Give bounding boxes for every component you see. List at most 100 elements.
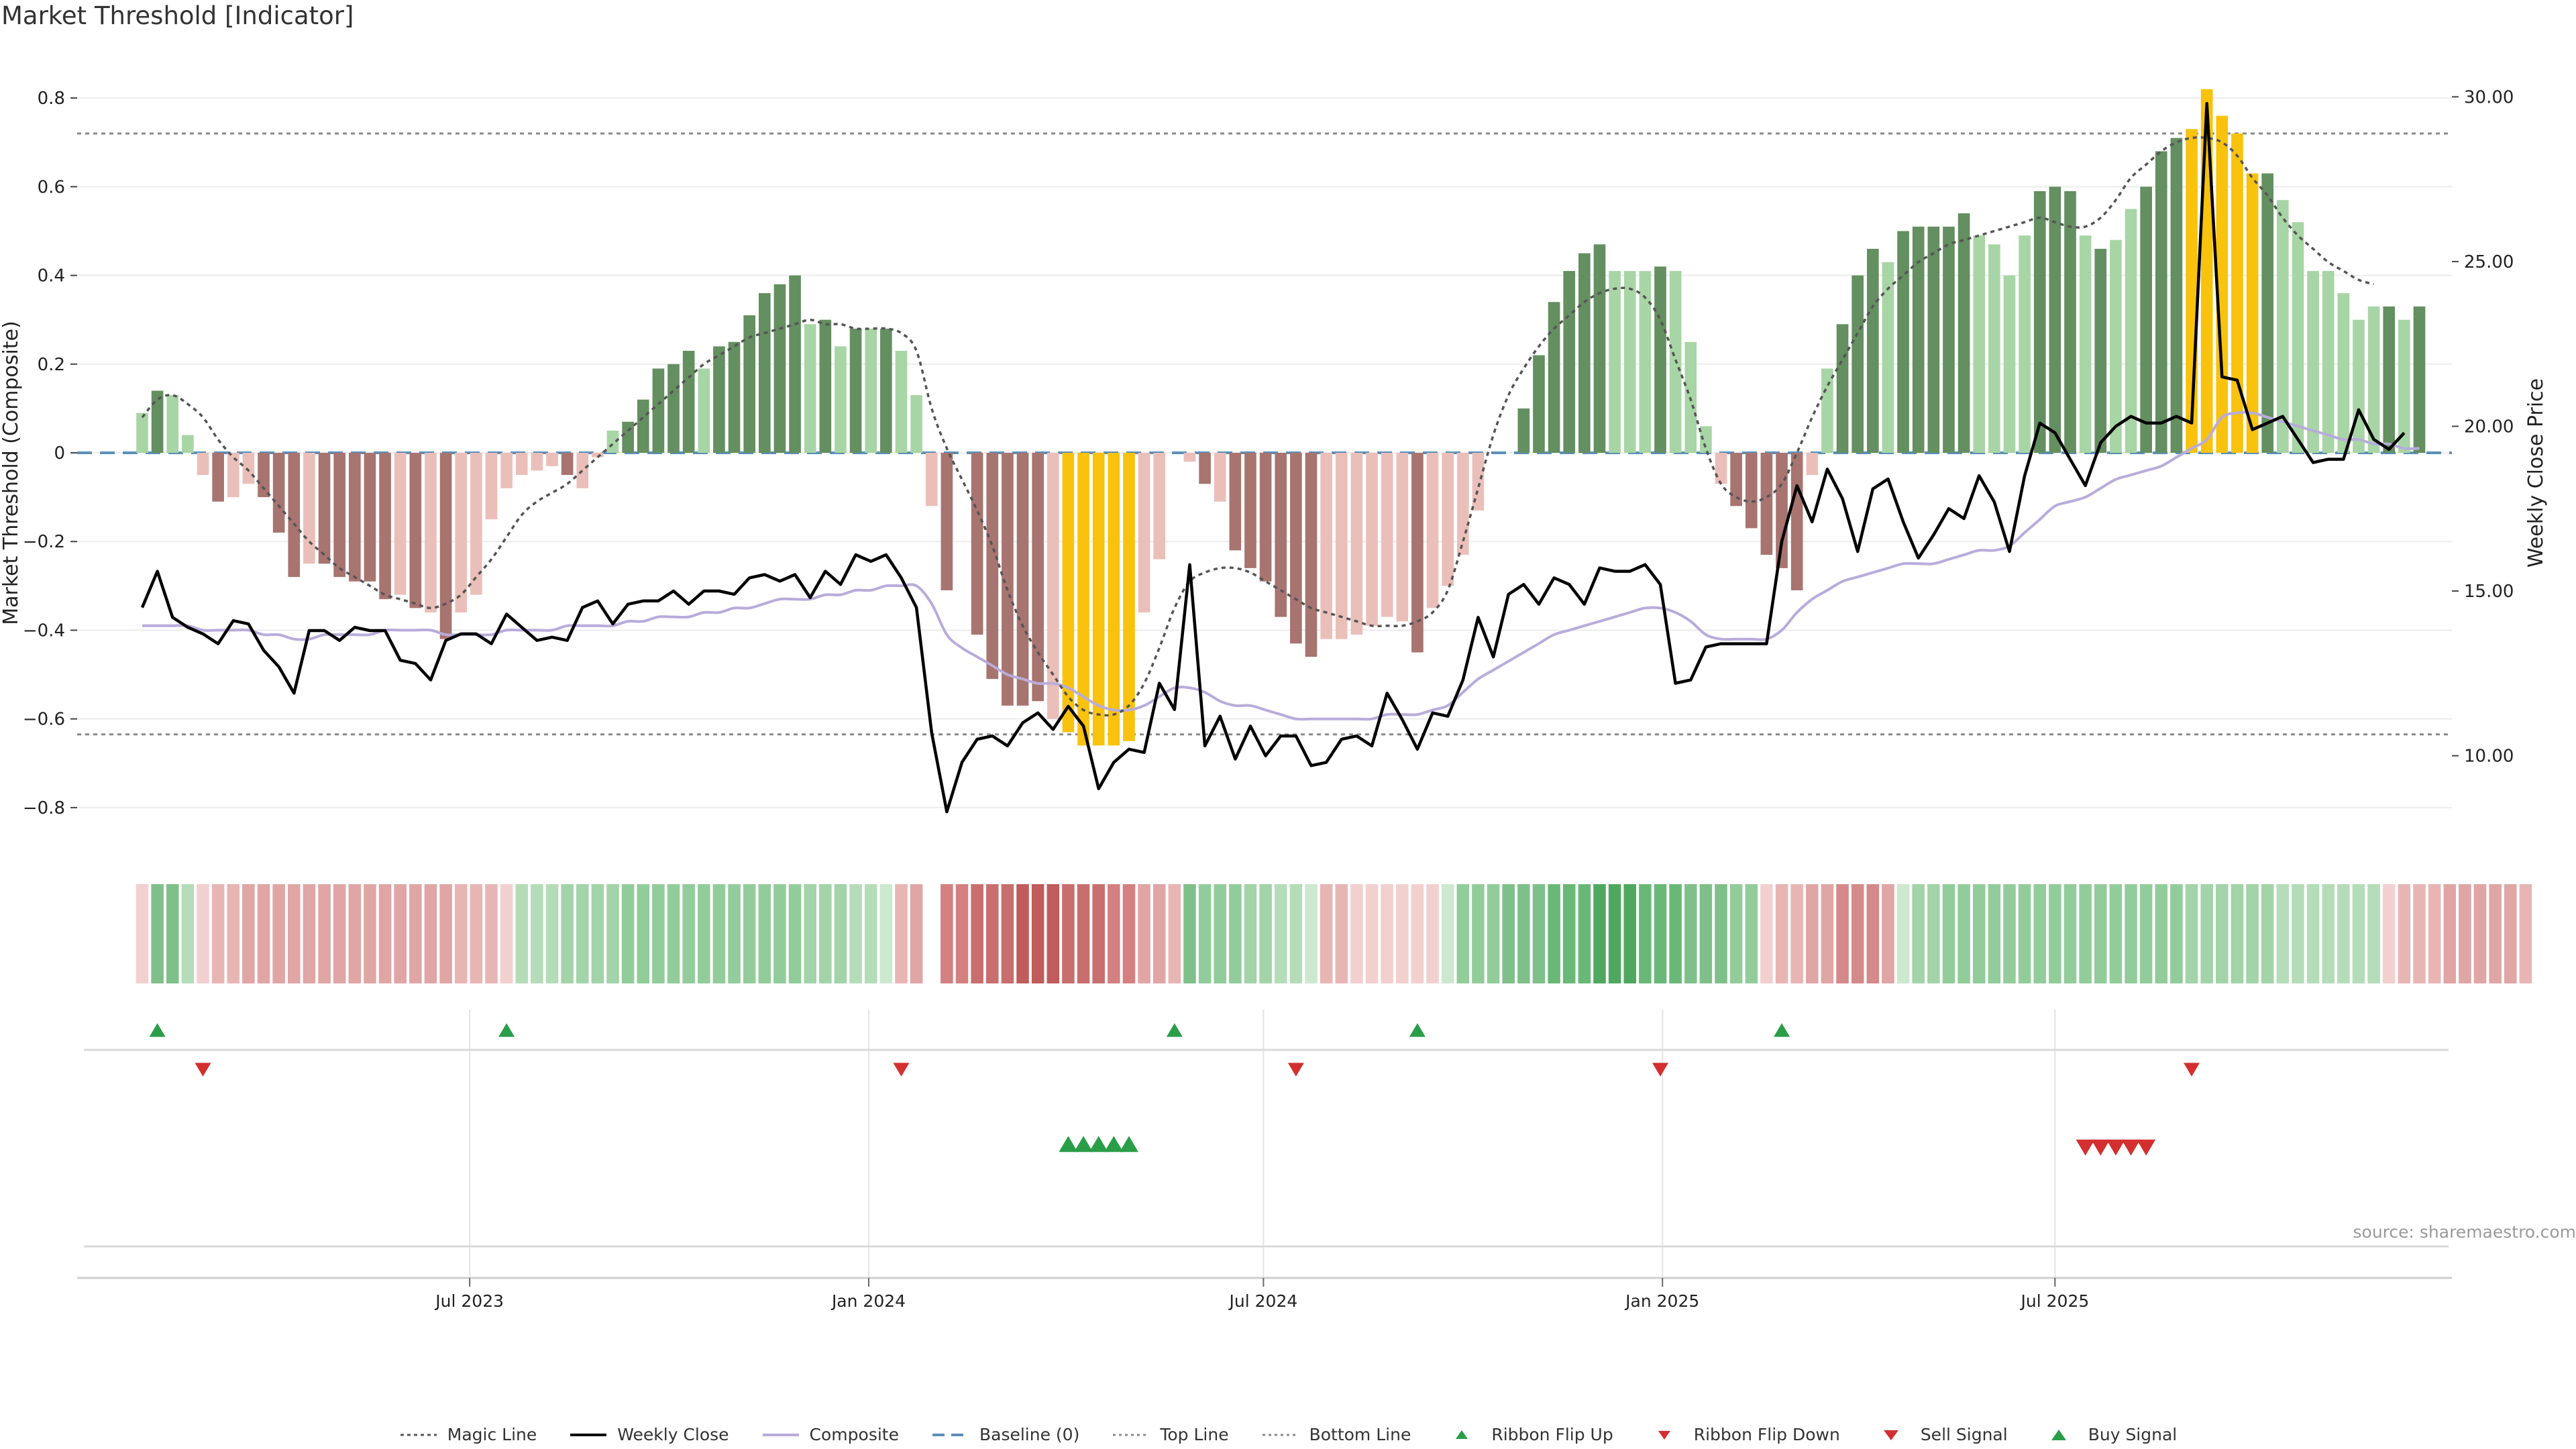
- ribbon-cell: [2094, 884, 2107, 983]
- ribbon-cell: [2125, 884, 2137, 983]
- legend-label: Magic Line: [447, 1425, 537, 1444]
- right-tick-label: 20.00: [2464, 417, 2514, 437]
- composite-bar: [166, 395, 179, 453]
- composite-bar: [682, 350, 695, 453]
- ribbon-cell: [227, 884, 240, 983]
- ribbon-cell: [2216, 884, 2229, 983]
- ribbon-cell: [1168, 884, 1181, 983]
- composite-bar: [1912, 226, 1925, 453]
- buy-signal-marker: [1059, 1136, 1078, 1152]
- composite-bar: [1623, 270, 1636, 453]
- legend-label: Buy Signal: [2088, 1425, 2178, 1444]
- ribbon-cell: [1365, 884, 1379, 983]
- composite-bar: [2003, 275, 2016, 453]
- ribbon-cell: [211, 884, 225, 983]
- x-tick-label: Jul 2023: [434, 1291, 504, 1311]
- composite-bar: [151, 390, 164, 453]
- ribbon-cell: [1122, 884, 1136, 983]
- composite-bar: [1335, 453, 1348, 639]
- composite-bar: [1836, 324, 1849, 453]
- ribbon-cell: [1729, 884, 1743, 983]
- ribbon-cell: [2276, 884, 2290, 983]
- composite-bar: [1138, 453, 1150, 612]
- ribbon-cell: [2185, 884, 2198, 983]
- ribbon-flip-down-marker: [893, 1063, 910, 1077]
- composite-bar: [1290, 453, 1302, 644]
- ribbon-cell: [2382, 884, 2396, 983]
- ribbon-cell: [348, 884, 362, 983]
- composite-bar: [2216, 115, 2229, 453]
- ribbon-cell: [804, 884, 816, 983]
- composite-bar: [1108, 453, 1120, 746]
- buy-signal-marker: [1119, 1136, 1138, 1152]
- composite-bar: [1806, 453, 1819, 476]
- ribbon-cell: [439, 884, 452, 983]
- left-tick-label: −0.6: [23, 710, 65, 730]
- x-tick-label: Jan 2025: [1624, 1291, 1699, 1311]
- composite-bar: [1897, 231, 1909, 453]
- composite-bar: [728, 341, 741, 453]
- composite-bar: [1639, 270, 1652, 453]
- series-lines: [140, 101, 2420, 814]
- ribbon-cell: [576, 884, 589, 983]
- ribbon-cell: [985, 884, 999, 983]
- composite-bar: [865, 328, 877, 453]
- composite-bar: [2064, 191, 2076, 453]
- left-tick-label: 0.8: [38, 89, 65, 109]
- ribbon-cell: [1790, 884, 1803, 983]
- legend-item-close: Weekly Close: [569, 1425, 729, 1444]
- ribbon-flip-down-marker: [2184, 1063, 2200, 1077]
- ribbon-flip-up-marker: [1166, 1023, 1183, 1037]
- ribbon-cell: [1957, 884, 1970, 983]
- left-tick-label: 0: [54, 443, 65, 464]
- ribbon-cell: [1305, 884, 1318, 983]
- composite-bar: [485, 453, 498, 520]
- composite-bar: [1229, 453, 1242, 551]
- composite-bar: [2261, 173, 2274, 453]
- ribbon-cell: [698, 884, 710, 983]
- composite-bar: [2322, 270, 2334, 453]
- legend-label: Composite: [809, 1425, 899, 1444]
- ribbon-cell: [2292, 884, 2304, 983]
- ribbon-cell: [288, 884, 301, 983]
- legend-swatch-top: [1113, 1434, 1150, 1436]
- ribbon-cell: [1487, 884, 1500, 983]
- ribbon-cell: [1699, 884, 1713, 983]
- ribbon-cell: [333, 884, 346, 983]
- ribbon-cell: [743, 884, 756, 983]
- ribbon-cell: [1456, 884, 1470, 983]
- ribbon-cell: [1016, 884, 1029, 983]
- ribbon-cell: [424, 884, 437, 983]
- ribbon-cell: [1350, 884, 1363, 983]
- composite-bar: [272, 453, 285, 533]
- composite-bar: [1760, 453, 1773, 555]
- composite-bar: [2094, 248, 2107, 453]
- ribbon-cell: [2306, 884, 2320, 983]
- ribbon-cell: [303, 884, 316, 983]
- axes: 0.8 0.6 0.4 0.2 0 −0.2 −0.4 −0.6 −0.8 Market Thre…: [0, 87, 2548, 1311]
- composite-bar: [1943, 226, 1955, 453]
- legend-item-flip_down: Ribbon Flip Down: [1646, 1425, 1840, 1444]
- composite-bar: [1973, 235, 1986, 453]
- right-tick-label: 10.00: [2464, 747, 2514, 767]
- composite-bar: [880, 328, 892, 453]
- composite-bar: [1350, 453, 1363, 635]
- right-tick-label: 30.00: [2464, 87, 2514, 107]
- composite-bar: [1032, 453, 1044, 702]
- ribbon-cell: [910, 884, 923, 983]
- composite-bar: [1046, 453, 1059, 719]
- composite-bar: [789, 275, 801, 453]
- composite-bar: [819, 319, 832, 453]
- legend-item-sell: Sell Signal: [1872, 1425, 2008, 1444]
- weekly-close-line: [140, 101, 2406, 814]
- composite-line: [142, 411, 2420, 721]
- ribbon-cell: [545, 884, 559, 983]
- ribbon-cell: [1046, 884, 1060, 983]
- ribbon-cell: [1244, 884, 1257, 983]
- x-tick-label: Jul 2024: [1228, 1291, 1298, 1311]
- composite-bar: [197, 453, 209, 476]
- ribbon-cell: [409, 884, 422, 983]
- ribbon-cell: [941, 884, 953, 983]
- legend-swatch-composite: [762, 1433, 799, 1436]
- composite-bar: [1654, 266, 1666, 453]
